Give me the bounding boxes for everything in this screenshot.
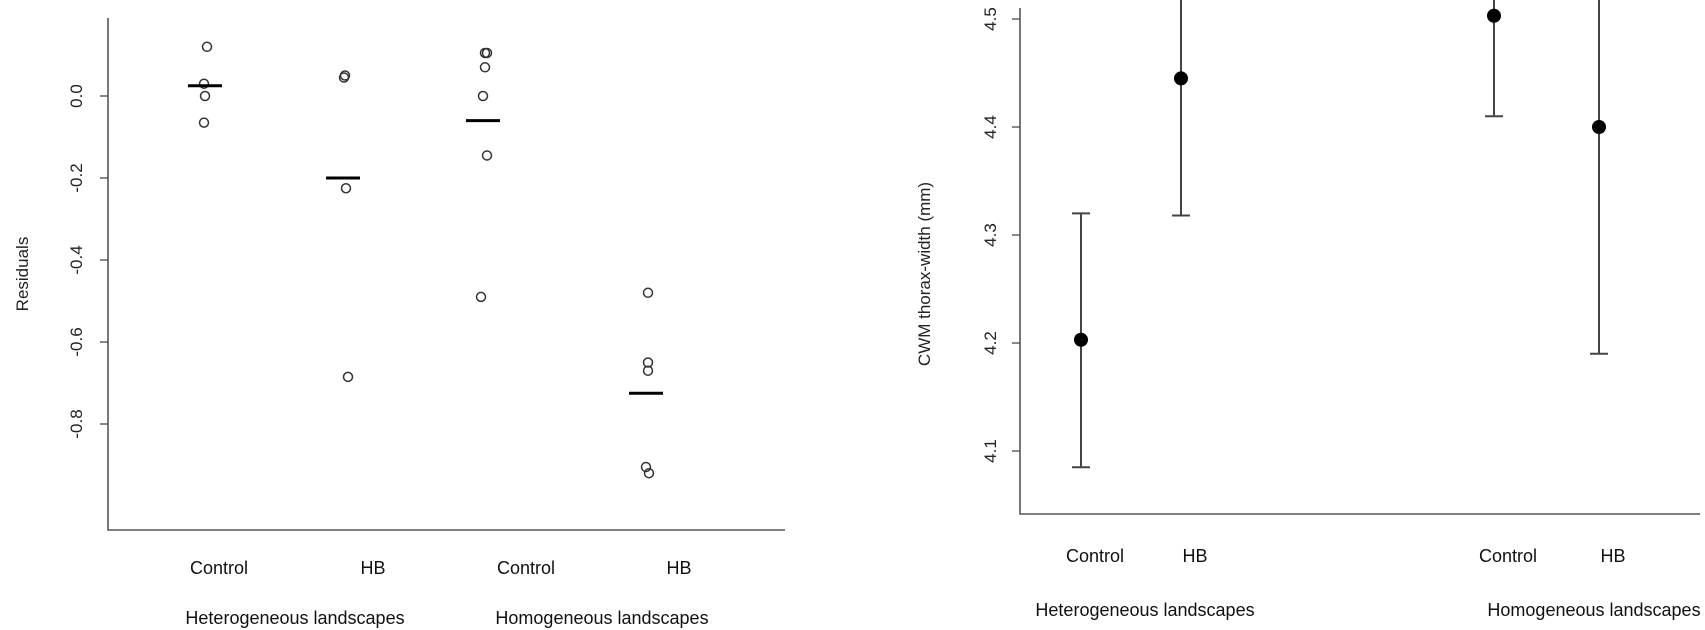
thorax-width-mean-point [1174,71,1188,86]
residual-point [340,183,352,194]
residuals-y-tick-label: -0.2 [67,163,86,192]
thorax-width-means [1074,8,1606,347]
residuals-y-tick-label: -0.8 [67,409,86,438]
thorax-width-y-tick-label: 4.5 [981,7,1000,31]
thorax-width-mean-point [1487,8,1501,23]
residual-point [201,41,213,53]
residuals-group-label-hom: Homogeneous landscapes [495,608,708,628]
residuals-y-tick-label: 0.0 [67,84,86,108]
thorax-width-y-label: CWM thorax-width (mm) [915,182,934,366]
residual-point [481,47,493,59]
thorax-width-group-label-het: Heterogeneous landscapes [1035,600,1254,620]
residuals-y-tick-label: -0.4 [67,245,86,274]
residual-point [481,150,493,161]
residual-point [477,90,489,102]
thorax-width-axes [1019,8,1700,515]
thorax-width-group-label-hom: Homogeneous landscapes [1487,600,1700,620]
residual-point [640,461,652,473]
thorax-width-mean-point [1592,120,1606,134]
thorax-width-x-label-control-het: Control [1066,546,1124,566]
residual-point [642,365,654,376]
thorax-width-y-ticks: 4.14.24.34.44.54.6 [981,7,1020,463]
thorax-width-x-label-control-hom: Control [1479,546,1537,566]
residual-point [198,117,210,128]
thorax-width-error-bars [1072,0,1608,469]
residuals-means [188,84,663,395]
residual-point [642,357,654,368]
residuals-axes [107,18,785,531]
residuals-group-label-het: Heterogeneous landscapes [185,608,404,628]
residuals-x-label-control-het: Control [190,558,248,578]
residuals-y-tick-label: -0.6 [67,327,86,356]
thorax-width-x-label-hb-het: HB [1182,546,1207,566]
residual-point [475,291,487,303]
residual-point [338,72,350,83]
residuals-panel: 0.0 -0.2 -0.4 -0.6 -0.8 Residuals Control HB… [13,18,785,628]
thorax-width-panel: 4.14.24.34.44.54.6 CWM thorax-width (mm)… [915,0,1701,620]
thorax-width-y-tick-label: 4.2 [981,331,1000,355]
residual-point [199,90,211,102]
residuals-x-label-hb-het: HB [360,558,385,578]
residuals-x-label-control-hom: Control [497,558,555,578]
thorax-width-y-tick-label: 4.4 [981,115,1000,139]
residual-point [643,467,655,479]
residuals-y-label: Residuals [13,237,32,312]
thorax-width-y-tick-label: 4.3 [981,223,1000,247]
residual-point [479,62,491,73]
residual-point [342,371,354,383]
residual-point [198,78,210,89]
residuals-y-ticks: 0.0 -0.2 -0.4 -0.6 -0.8 [67,84,108,439]
thorax-width-x-label-hb-hom: HB [1600,546,1625,566]
residuals-points [198,41,655,479]
residuals-x-label-hb-hom: HB [666,558,691,578]
thorax-width-y-tick-label: 4.1 [981,439,1000,463]
thorax-width-mean-point [1074,332,1088,347]
residual-point [642,287,654,299]
